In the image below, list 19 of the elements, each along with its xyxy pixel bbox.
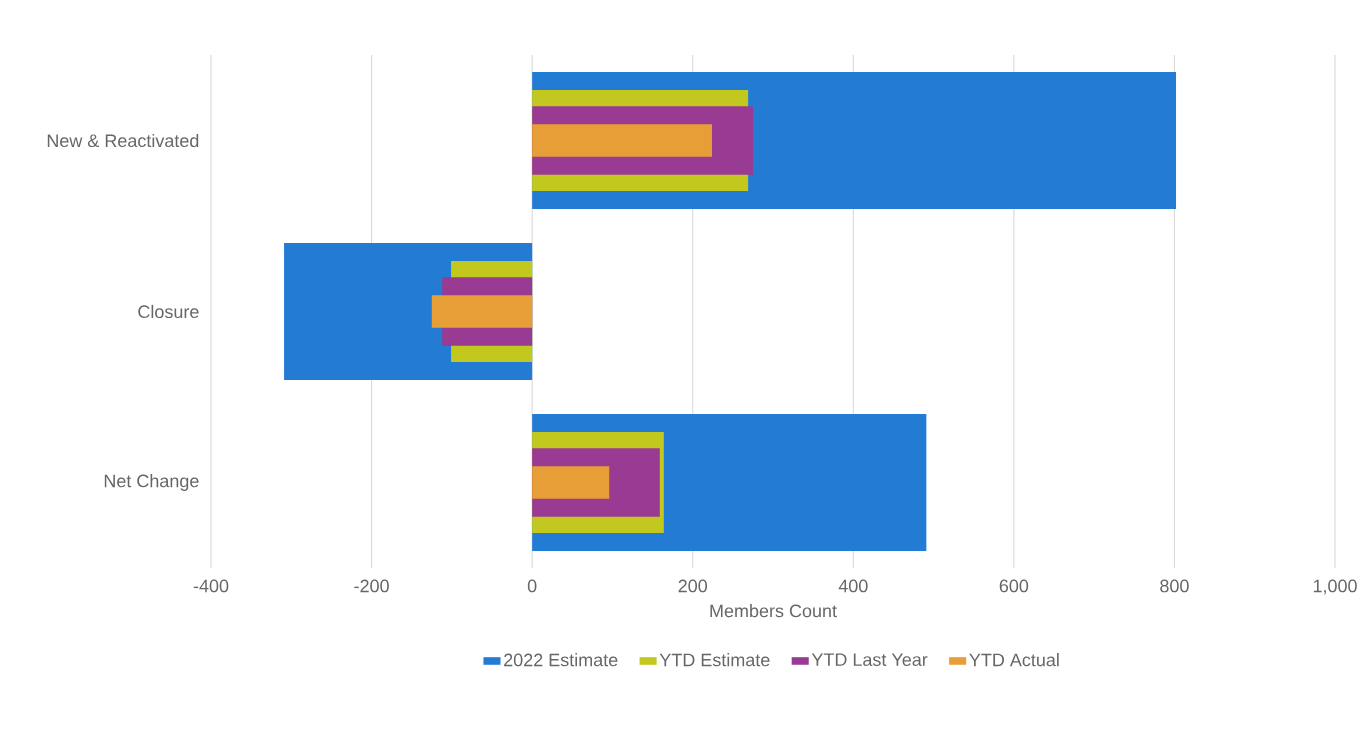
x-axis-title: Members Count [710, 604, 837, 618]
legend-label: YTD Last Year [811, 653, 928, 666]
x-tick-label: 800 [1160, 579, 1189, 593]
legend-label: 2022 Estimate [504, 653, 618, 667]
y-tick-label: Net Change [104, 474, 199, 491]
bar [431, 295, 533, 328]
x-tick-label: 600 [999, 579, 1029, 593]
legend-label: YTD Estimate [659, 653, 770, 667]
bar [532, 124, 712, 157]
x-tick-label: -200 [354, 579, 389, 593]
x-tick-label: 200 [678, 579, 708, 593]
x-tick-label: -400 [193, 579, 229, 593]
x-tick-label: 0 [527, 579, 537, 593]
x-tick-label: 1,000 [1313, 579, 1357, 595]
y-tick-label: New & Reactivated [47, 133, 199, 148]
y-tick-label: Closure [138, 304, 199, 319]
legend-label: YTD Actual [969, 653, 1059, 667]
bar [532, 466, 610, 499]
x-tick-label: 400 [838, 579, 868, 593]
